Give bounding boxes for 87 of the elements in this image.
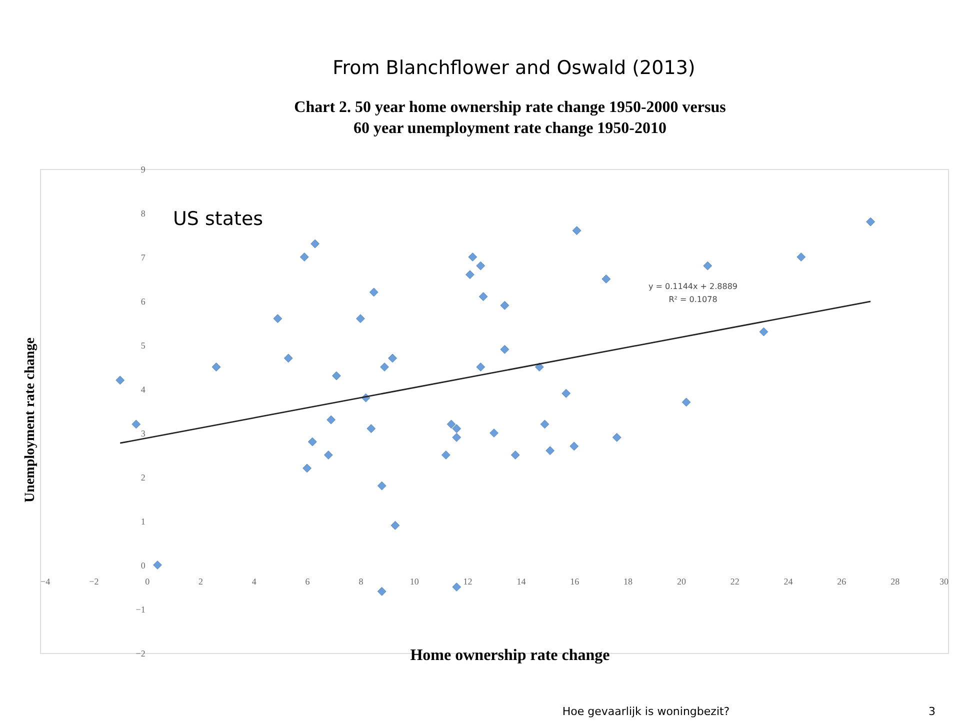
point [310,239,320,248]
y-tick-label: 7 [140,252,146,262]
x-tick-label: 20 [676,576,686,586]
x-tick-label: −4 [40,576,51,586]
text: From Blanchflower and Oswald (2013) [332,57,696,79]
annotation: US states [173,208,264,230]
point [366,424,376,434]
point [324,450,333,460]
point [302,464,312,473]
x-tick-label: −2 [89,576,99,586]
point [534,362,544,372]
point [703,261,712,270]
x-tick-label: 16 [570,576,580,586]
point [116,376,125,385]
text: Hoe gevaarlijk is woningbezit? [562,705,730,718]
x-tick-label: 30 [940,576,949,586]
point [510,450,520,460]
y-tick-label: 9 [140,164,146,174]
point [388,354,397,363]
point [540,420,550,429]
point [612,432,622,442]
point [562,388,571,398]
point [682,398,691,407]
point [446,420,456,429]
point [356,314,365,324]
y-tick-label: 5 [140,340,146,350]
x-tick-label: 22 [730,576,740,586]
x-tick-label: 26 [837,576,847,586]
point [308,437,317,446]
point [490,428,498,438]
x-tick-label: 28 [890,576,900,586]
point [476,261,486,270]
point [500,344,510,354]
x-tick-label: 8 [358,576,364,586]
point [377,481,386,490]
point [759,327,768,336]
point [369,288,378,297]
point [796,252,806,262]
y-tick-label: −1 [136,604,146,614]
point [377,586,386,596]
x-tick-label: 2 [198,576,203,586]
x-axis-title: Home ownership rate change [410,647,610,664]
y-tick-label: 8 [140,208,146,218]
y-tick-label: 1 [140,516,146,526]
x-tick-label: 18 [624,576,634,586]
point [452,582,462,592]
point [153,560,162,570]
y-tick-label: 3 [140,428,146,438]
point [570,442,579,451]
point [132,420,141,429]
point [284,354,293,363]
y-axis-title: Unemployment rate change [23,338,38,502]
x-tick-label: 10 [410,576,420,586]
point [452,432,462,442]
point [500,300,510,310]
point [866,217,875,226]
point [390,520,400,530]
point [602,274,611,284]
point [300,252,309,262]
text: 3 [928,705,936,718]
point [380,362,389,372]
point [478,292,488,302]
point [441,450,450,460]
annotation: R² = 0.1078 [668,295,718,304]
y-tick-label: 2 [140,472,146,482]
point [332,371,341,380]
point [273,314,282,324]
x-tick-label: 12 [463,576,472,586]
x-tick-label: 24 [784,576,794,586]
point [468,252,478,262]
annotation: y = 0.1144x + 2.8889 [648,282,738,291]
point [326,415,336,424]
point [452,424,462,434]
x-tick-label: 6 [305,576,310,586]
text: 60 year unemployment rate change 1950-2010 [354,120,666,137]
y-tick-label: 0 [140,560,146,570]
y-tick-label: −2 [136,648,146,658]
y-tick-label: 4 [140,384,146,394]
text: Chart 2. 50 year home ownership rate change 1950-2000 versus [294,99,726,116]
point [212,362,221,372]
y-tick-label: 6 [140,296,146,306]
x-tick-label: 14 [516,576,526,586]
point [466,270,474,280]
x-tick-label: 4 [252,576,257,586]
point [476,362,486,372]
point [546,446,555,456]
point [572,226,582,236]
